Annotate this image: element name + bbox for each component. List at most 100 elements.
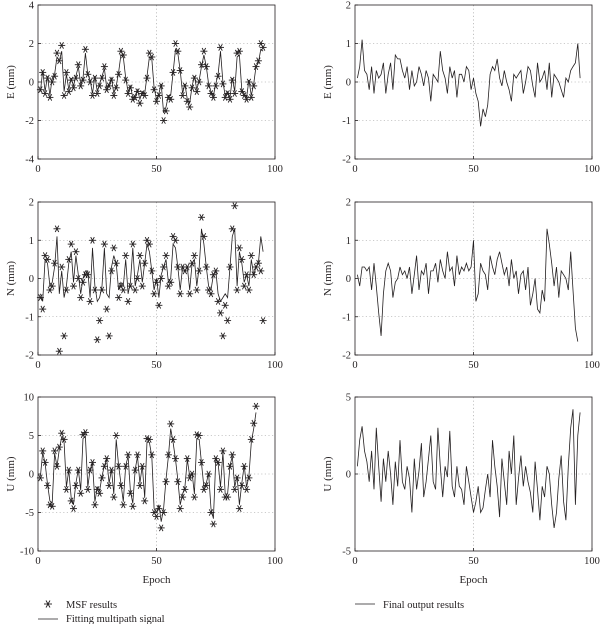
y-tick-label: 2 (29, 39, 34, 50)
msf-marker (89, 92, 96, 99)
msf-marker (93, 90, 101, 97)
y-tick-label: -10 (20, 547, 34, 558)
msf-marker (131, 286, 139, 294)
msf-marker (55, 347, 63, 355)
msf-marker (93, 336, 101, 344)
msf-marker (217, 485, 224, 493)
msf-marker (46, 93, 54, 101)
msf-marker (257, 267, 265, 275)
msf-marker (81, 45, 89, 53)
msf-marker (150, 290, 158, 298)
msf-marker (53, 225, 61, 233)
msf-marker (96, 317, 104, 325)
msf-marker (60, 332, 68, 340)
y-tick-label: 0 (346, 78, 351, 89)
msf-marker (190, 493, 198, 501)
msf-marker (209, 93, 217, 101)
msf-marker (167, 95, 175, 103)
msf-marker (65, 88, 73, 96)
msf-marker (176, 290, 184, 298)
msf-marker (179, 92, 187, 99)
msf-marker (74, 275, 82, 282)
msf-marker (70, 282, 77, 290)
y-tick-label: 5 (29, 431, 34, 442)
msf-marker (100, 63, 108, 71)
y-tick-label: 0 (29, 470, 34, 481)
msf-marker (53, 49, 61, 57)
msf-marker (77, 294, 85, 302)
msf-marker (39, 447, 47, 455)
msf-marker (124, 90, 132, 97)
msf-marker (231, 202, 239, 210)
msf-marker (176, 505, 184, 513)
panel-E-left: 0 50 100 -4 -2 0 2 4 E (mm) (5, 1, 283, 176)
msf-marker (195, 432, 203, 439)
msf-marker (110, 493, 118, 501)
msf-marker (219, 332, 227, 340)
msf-marker (96, 489, 104, 497)
msf-marker (89, 458, 96, 466)
x-tick-label: 50 (151, 556, 162, 567)
msf-marker (62, 485, 70, 493)
msf-marker (145, 49, 153, 57)
y-tick-label: 0 (29, 78, 34, 89)
y-tick-label: -2 (342, 155, 351, 166)
msf-marker (105, 482, 113, 490)
y-tick-label: -2 (342, 351, 351, 362)
msf-marker (124, 297, 132, 305)
y-tick-label: -1 (342, 312, 351, 323)
msf-marker (81, 428, 89, 436)
y-tick-label: -5 (342, 547, 351, 558)
x-tick-label: 0 (35, 360, 40, 371)
msf-marker (193, 286, 201, 294)
msf-marker (252, 402, 260, 410)
msf-marker (58, 41, 66, 49)
series-line (40, 228, 264, 303)
msf-marker (240, 282, 248, 290)
y-tick-label: 0 (346, 470, 351, 481)
msf-marker (221, 301, 229, 309)
y-tick-label: -5 (25, 508, 34, 519)
msf-marker (84, 485, 92, 493)
x-tick-label: 0 (35, 164, 40, 175)
msf-marker (58, 263, 66, 271)
x-tick-label: 50 (468, 360, 479, 371)
x-tick-label: 0 (352, 164, 357, 175)
series-line (357, 39, 581, 127)
msf-marker (172, 236, 179, 244)
y-axis-label: E (mm) (322, 65, 334, 99)
msf-marker (231, 485, 239, 493)
msf-marker (41, 252, 49, 260)
msf-marker (224, 493, 232, 501)
x-tick-label: 0 (35, 556, 40, 567)
x-tick-label: 50 (468, 556, 479, 567)
plot-frame (354, 4, 593, 160)
msf-marker (136, 99, 144, 107)
msf-marker (51, 447, 59, 455)
msf-marker (89, 236, 96, 244)
msf-marker (138, 282, 146, 290)
msf-marker (207, 290, 215, 298)
msf-marker (60, 92, 68, 99)
x-tick-label: 50 (468, 164, 479, 175)
msf-marker (247, 252, 255, 260)
msf-marker (36, 474, 44, 482)
msf-marker (259, 43, 267, 51)
msf-marker (217, 309, 224, 317)
msf-marker (250, 419, 258, 427)
msf-marker (62, 68, 70, 76)
msf-marker (195, 267, 203, 275)
msf-marker (100, 240, 108, 248)
msf-marker (136, 482, 144, 490)
y-tick-label: 1 (346, 236, 351, 247)
legend-fit-label: Fitting multipath signal (66, 614, 165, 624)
x-tick-label: 100 (584, 556, 600, 567)
series-line (40, 412, 257, 522)
msf-marker (119, 286, 127, 294)
legend-left: MSF results Fitting multipath signal (38, 600, 165, 624)
legend-msf-label: MSF results (66, 600, 117, 611)
x-tick-label: 0 (352, 556, 357, 567)
msf-marker (39, 305, 47, 313)
msf-marker (129, 502, 137, 510)
legend-final-label: Final output results (383, 600, 464, 611)
